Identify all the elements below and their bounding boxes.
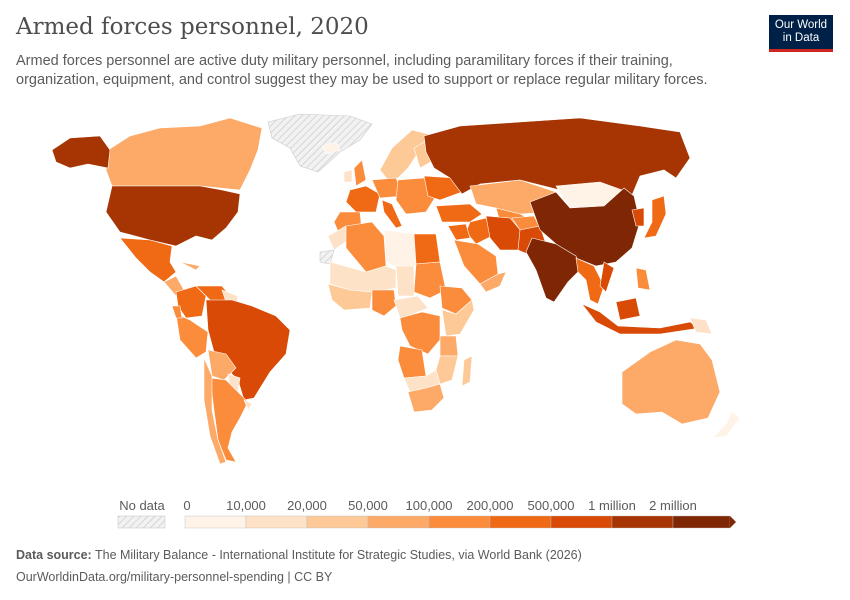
country-chile[interactable] bbox=[203, 357, 227, 465]
country-syria-jordan[interactable] bbox=[447, 223, 471, 241]
page-subtitle: Armed forces personnel are active duty m… bbox=[16, 53, 708, 88]
country-libya[interactable] bbox=[383, 229, 417, 269]
legend-bin[interactable] bbox=[367, 515, 430, 529]
country-angola[interactable] bbox=[397, 345, 427, 379]
country-tanzania[interactable] bbox=[439, 335, 459, 357]
country-west-africa[interactable] bbox=[327, 283, 373, 311]
country-indonesia[interactable] bbox=[581, 303, 701, 335]
country-nz[interactable] bbox=[711, 411, 741, 439]
legend-bin[interactable] bbox=[184, 515, 247, 529]
country-france[interactable] bbox=[345, 185, 381, 213]
legend-tick: 2 million bbox=[649, 498, 697, 513]
legend-bin[interactable] bbox=[550, 515, 613, 529]
country-india[interactable] bbox=[525, 237, 581, 303]
country-nigeria[interactable] bbox=[371, 289, 397, 317]
legend-tick: 1 million bbox=[588, 498, 636, 513]
legend-arrow bbox=[730, 516, 736, 528]
country-borneo[interactable] bbox=[615, 297, 641, 321]
source-text: The Military Balance - International Ins… bbox=[94, 548, 582, 562]
country-iceland[interactable] bbox=[321, 141, 341, 155]
country-uruguay[interactable] bbox=[243, 399, 253, 411]
country-chad[interactable] bbox=[395, 265, 415, 297]
country-ecuador[interactable] bbox=[171, 305, 183, 319]
legend-tick: 0 bbox=[183, 498, 191, 513]
country-drc[interactable] bbox=[399, 311, 441, 355]
country-yemen-oman[interactable] bbox=[479, 271, 507, 293]
legend-tick: 10,000 bbox=[226, 498, 266, 513]
legend-tick: 50,000 bbox=[348, 498, 388, 513]
country-myanmar-thai[interactable] bbox=[575, 257, 605, 305]
country-algeria[interactable] bbox=[345, 221, 387, 273]
country-cuba[interactable] bbox=[179, 261, 201, 271]
legend-tick: 200,000 bbox=[466, 498, 514, 513]
country-south-africa[interactable] bbox=[407, 383, 445, 413]
legend-tick: 100,000 bbox=[405, 498, 453, 513]
country-japan[interactable] bbox=[643, 195, 667, 239]
country-canada[interactable] bbox=[105, 117, 263, 191]
country-argentina[interactable] bbox=[209, 377, 249, 463]
page-title: Armed forces personnel, 2020 bbox=[16, 14, 369, 40]
legend-bin[interactable] bbox=[245, 515, 308, 529]
country-sudan[interactable] bbox=[413, 261, 447, 299]
legend-bin[interactable] bbox=[306, 515, 369, 529]
country-turkey[interactable] bbox=[435, 203, 483, 223]
country-russia[interactable] bbox=[423, 117, 691, 201]
country-png[interactable] bbox=[689, 317, 713, 335]
country-egypt[interactable] bbox=[413, 233, 441, 265]
country-uk[interactable] bbox=[353, 159, 367, 187]
country-ireland[interactable] bbox=[343, 169, 353, 183]
country-western-sahara[interactable] bbox=[319, 249, 335, 265]
legend-no-data-swatch bbox=[117, 515, 166, 529]
country-alaska[interactable] bbox=[51, 135, 111, 169]
legend-tick: 20,000 bbox=[287, 498, 327, 513]
world-map[interactable] bbox=[0, 105, 850, 485]
country-mali-niger[interactable] bbox=[329, 261, 397, 293]
country-cameroon-car[interactable] bbox=[393, 295, 429, 319]
legend-bin[interactable] bbox=[611, 515, 674, 529]
owid-logo[interactable]: Our World in Data bbox=[769, 15, 833, 52]
country-madagascar[interactable] bbox=[461, 355, 473, 387]
legend-bin[interactable] bbox=[672, 515, 731, 529]
legend-bin[interactable] bbox=[489, 515, 552, 529]
country-mozambique[interactable] bbox=[435, 355, 459, 385]
country-greenland[interactable] bbox=[267, 113, 373, 173]
country-usa[interactable] bbox=[105, 185, 241, 247]
country-korea[interactable] bbox=[631, 207, 645, 227]
legend: No data 0 10,000 20,000 50,000 100,000 200,00… bbox=[0, 495, 850, 535]
data-source: Data source: The Military Balance - Inte… bbox=[16, 548, 582, 562]
source-url[interactable]: OurWorldinData.org/military-personnel-sp… bbox=[16, 570, 333, 584]
country-mexico[interactable] bbox=[119, 237, 177, 283]
country-italy[interactable] bbox=[381, 199, 403, 229]
legend-tick: 500,000 bbox=[527, 498, 575, 513]
legend-no-data-label: No data bbox=[119, 498, 165, 513]
country-philippines[interactable] bbox=[635, 267, 651, 291]
country-australia[interactable] bbox=[621, 339, 721, 425]
country-bolivia[interactable] bbox=[207, 349, 237, 381]
country-vietnam[interactable] bbox=[599, 261, 615, 293]
legend-bin[interactable] bbox=[428, 515, 491, 529]
logo-text: Our World in Data bbox=[774, 19, 828, 44]
country-peru[interactable] bbox=[175, 313, 209, 359]
